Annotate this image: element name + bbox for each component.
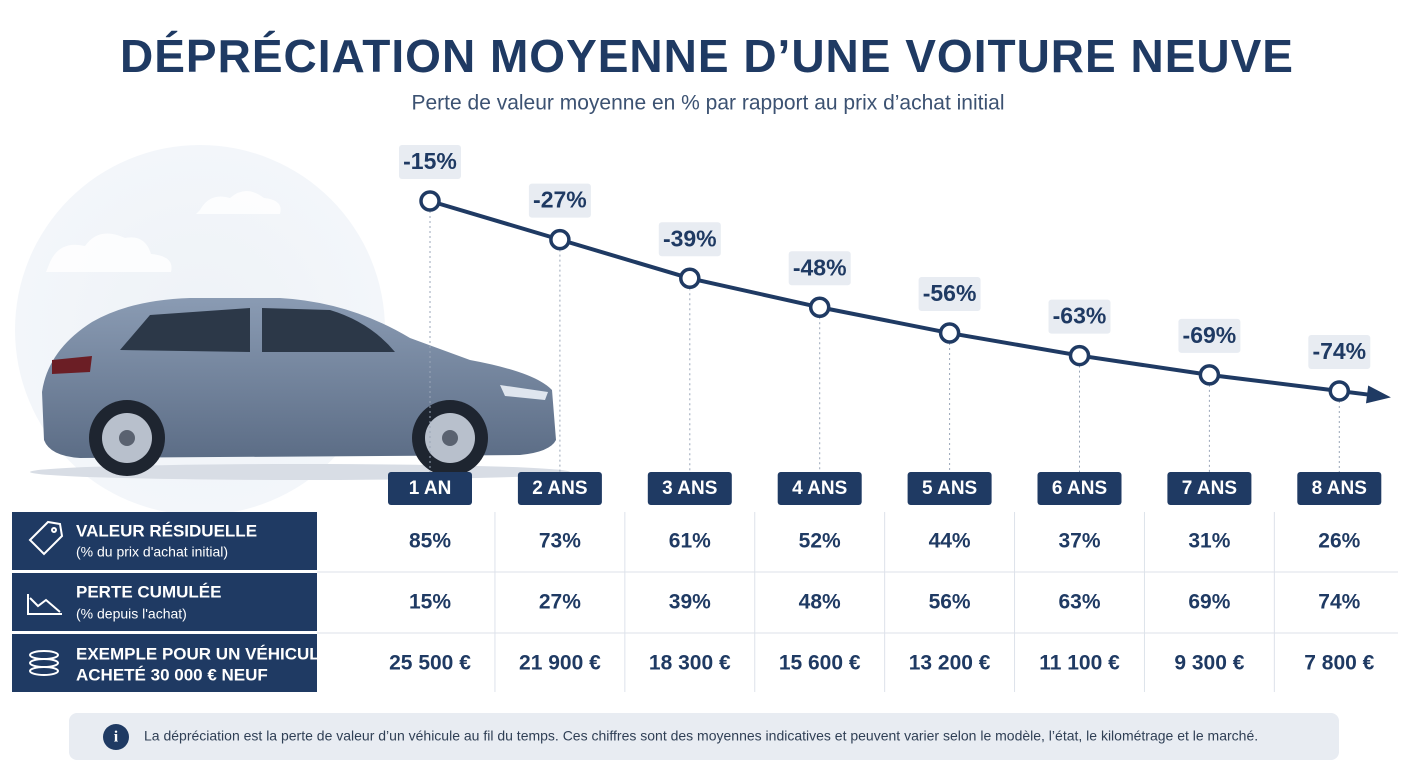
point <box>419 190 441 212</box>
table-cell: 31% <box>1188 530 1230 553</box>
table-cell: 73% <box>539 530 581 553</box>
table-cell: 56% <box>929 591 971 614</box>
table-cell: 9 300 € <box>1174 652 1244 675</box>
plot: -15% -27% -39% -48% -56% -63% -69% -74% 1 AN 2 AN… <box>388 145 1391 505</box>
point <box>1198 364 1221 386</box>
info-glyph: i <box>114 729 119 746</box>
cloud <box>196 191 281 214</box>
point <box>549 228 571 251</box>
table-cell: 63% <box>1058 591 1100 614</box>
car-illustration <box>30 298 570 480</box>
row-subtitle: (% depuis l'achat) <box>76 606 187 622</box>
category-box <box>388 472 472 505</box>
point <box>1328 380 1351 402</box>
value-label-box <box>918 277 981 312</box>
category-label: 1 AN <box>409 478 452 499</box>
table-cell: 74% <box>1318 591 1360 614</box>
value-label: -69% <box>1183 322 1237 348</box>
table-cell: 11 100 € <box>1039 652 1120 675</box>
row-subtitle: (% du prix d'achat initial) <box>76 544 228 560</box>
row-title: EXEMPLE POUR UN VÉHICULE <box>76 644 331 663</box>
category-label: 7 ANS <box>1182 478 1237 499</box>
subtitle: Perte de valeur moyenne en % par rapport… <box>411 92 1004 115</box>
table-cell: 85% <box>409 530 451 553</box>
table-cell: 27% <box>539 591 581 614</box>
point <box>679 267 701 290</box>
note-box <box>69 713 1339 760</box>
table-cell: 25 500 € <box>389 652 471 675</box>
row-header <box>12 512 317 570</box>
table-cell: 15 600 € <box>779 652 861 675</box>
info-icon <box>103 724 129 750</box>
value-label: -15% <box>403 148 457 174</box>
trend-line <box>429 199 1340 393</box>
value-label-box <box>528 183 591 218</box>
table-cell: 26% <box>1318 530 1360 553</box>
trend-arrow <box>1365 385 1391 404</box>
footnote: La dépréciation est la perte de valeur d… <box>144 728 1258 744</box>
category-label: 4 ANS <box>792 478 847 499</box>
table-cell: 69% <box>1188 591 1230 614</box>
category-label: 6 ANS <box>1052 478 1107 499</box>
table-cell: 52% <box>799 530 841 553</box>
table-cell: 37% <box>1058 530 1100 553</box>
value-label-box <box>788 251 851 286</box>
category-box <box>1297 472 1382 505</box>
point <box>1068 344 1091 367</box>
category-label: 2 ANS <box>532 478 587 499</box>
table-cell: 13 200 € <box>909 652 991 675</box>
value-label: -48% <box>793 254 847 280</box>
row-header <box>12 573 317 631</box>
value-label-box <box>1308 335 1371 369</box>
value-label: -63% <box>1053 303 1107 329</box>
value-label-box <box>1048 299 1111 334</box>
value-label: -39% <box>663 225 717 251</box>
row-title: ACHETÉ 30 000 € NEUF <box>76 665 268 684</box>
category-box <box>1167 472 1252 505</box>
table-cell: 48% <box>799 591 841 614</box>
cloud <box>46 233 172 272</box>
row-title: PERTE CUMULÉE <box>76 582 221 601</box>
icon <box>27 520 64 676</box>
row-header <box>12 634 317 692</box>
table-cell: 7 800 € <box>1304 652 1374 675</box>
table-cell: 61% <box>669 530 711 553</box>
category-box <box>777 472 862 505</box>
value-label-box <box>658 222 721 257</box>
table-cell: 15% <box>409 591 451 614</box>
table-cell: 18 300 € <box>649 652 731 675</box>
point <box>808 296 831 319</box>
point <box>938 322 961 344</box>
table: VALEUR RÉSIDUELLE (% du prix d'achat ini… <box>12 512 1398 692</box>
category-label: 8 ANS <box>1312 478 1367 499</box>
category-label: 3 ANS <box>662 478 717 499</box>
value-label: -27% <box>533 187 587 213</box>
title: DÉPRÉCIATION MOYENNE D’UNE VOITURE NEUVE <box>120 30 1294 82</box>
value-label: -74% <box>1312 338 1366 364</box>
category-box <box>1037 472 1122 505</box>
table-cell: 44% <box>929 530 971 553</box>
value-label-box <box>399 145 461 179</box>
row-title: VALEUR RÉSIDUELLE <box>76 521 257 540</box>
table-cell: 21 900 € <box>519 652 601 675</box>
value-label-box <box>1178 318 1241 353</box>
table-cell: 39% <box>669 591 711 614</box>
category-box <box>517 472 602 505</box>
category-box <box>907 472 992 505</box>
value-label: -56% <box>923 280 977 306</box>
category-label: 5 ANS <box>922 478 977 499</box>
category-box <box>647 472 732 505</box>
